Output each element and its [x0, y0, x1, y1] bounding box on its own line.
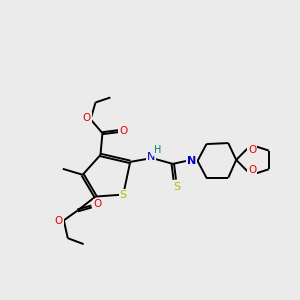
- Text: S: S: [120, 190, 127, 200]
- Text: H: H: [154, 145, 162, 155]
- Text: O: O: [119, 126, 128, 136]
- Text: O: O: [248, 145, 256, 155]
- Text: O: O: [93, 200, 102, 209]
- Text: O: O: [55, 216, 63, 226]
- Text: N: N: [187, 156, 196, 166]
- Text: S: S: [173, 182, 180, 192]
- Text: N: N: [147, 152, 155, 162]
- Text: O: O: [248, 165, 256, 175]
- Text: O: O: [82, 113, 91, 123]
